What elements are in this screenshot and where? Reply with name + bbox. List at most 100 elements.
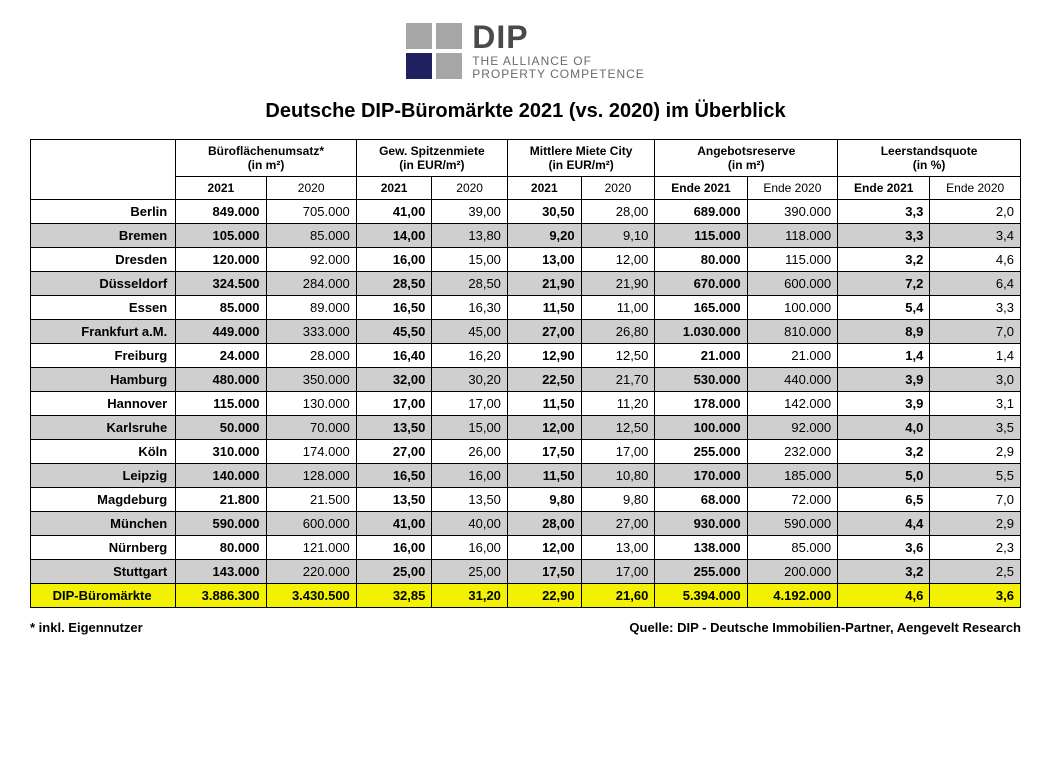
value-cell: 11,50 (507, 391, 581, 415)
value-cell: 72.000 (747, 487, 838, 511)
value-cell: 3,3 (930, 295, 1021, 319)
total-cell: 31,20 (432, 583, 508, 607)
value-cell: 480.000 (176, 367, 266, 391)
total-cell: 3.430.500 (266, 583, 356, 607)
value-cell: 3,2 (838, 439, 930, 463)
value-cell: 100.000 (655, 415, 747, 439)
year-g2b: 2020 (432, 176, 508, 199)
value-cell: 6,5 (838, 487, 930, 511)
value-cell: 9,80 (581, 487, 655, 511)
value-cell: 70.000 (266, 415, 356, 439)
value-cell: 28.000 (266, 343, 356, 367)
value-cell: 143.000 (176, 559, 266, 583)
value-cell: 350.000 (266, 367, 356, 391)
logo-text: DIP THE ALLIANCE OF PROPERTY COMPETENCE (472, 20, 645, 82)
value-cell: 11,50 (507, 463, 581, 487)
value-cell: 13,00 (507, 247, 581, 271)
value-cell: 3,9 (838, 391, 930, 415)
value-cell: 25,00 (356, 559, 432, 583)
value-cell: 45,50 (356, 319, 432, 343)
table-row: Essen85.00089.00016,5016,3011,5011,00165… (31, 295, 1021, 319)
total-cell: 3,6 (930, 583, 1021, 607)
table-row: Hannover115.000130.00017,0017,0011,5011,… (31, 391, 1021, 415)
value-cell: 17,00 (581, 439, 655, 463)
city-cell: Magdeburg (31, 487, 176, 511)
value-cell: 41,00 (356, 199, 432, 223)
value-cell: 80.000 (176, 535, 266, 559)
value-cell: 32,00 (356, 367, 432, 391)
city-cell: Hamburg (31, 367, 176, 391)
value-cell: 115.000 (747, 247, 838, 271)
value-cell: 3,5 (930, 415, 1021, 439)
value-cell: 689.000 (655, 199, 747, 223)
value-cell: 185.000 (747, 463, 838, 487)
col-group-2: Mittlere Miete City(in EUR/m²) (507, 139, 654, 176)
value-cell: 92.000 (747, 415, 838, 439)
value-cell: 13,50 (432, 487, 508, 511)
value-cell: 45,00 (432, 319, 508, 343)
total-cell: 32,85 (356, 583, 432, 607)
table-row: Hamburg480.000350.00032,0030,2022,5021,7… (31, 367, 1021, 391)
value-cell: 390.000 (747, 199, 838, 223)
value-cell: 13,50 (356, 487, 432, 511)
total-label: DIP-Büromärkte (31, 583, 176, 607)
table-row: Berlin849.000705.00041,0039,0030,5028,00… (31, 199, 1021, 223)
value-cell: 6,4 (930, 271, 1021, 295)
value-cell: 3,0 (930, 367, 1021, 391)
value-cell: 7,2 (838, 271, 930, 295)
total-row: DIP-Büromärkte3.886.3003.430.50032,8531,… (31, 583, 1021, 607)
value-cell: 16,00 (432, 535, 508, 559)
value-cell: 9,80 (507, 487, 581, 511)
table-row: Karlsruhe50.00070.00013,5015,0012,0012,5… (31, 415, 1021, 439)
table-row: Freiburg24.00028.00016,4016,2012,9012,50… (31, 343, 1021, 367)
value-cell: 13,80 (432, 223, 508, 247)
value-cell: 8,9 (838, 319, 930, 343)
col-group-3: Angebotsreserve(in m²) (655, 139, 838, 176)
value-cell: 849.000 (176, 199, 266, 223)
footnote-left: * inkl. Eigennutzer (30, 620, 143, 635)
value-cell: 120.000 (176, 247, 266, 271)
value-cell: 12,00 (507, 415, 581, 439)
value-cell: 165.000 (655, 295, 747, 319)
value-cell: 16,00 (356, 247, 432, 271)
value-cell: 28,50 (356, 271, 432, 295)
col-group-0: Büroflächenumsatz*(in m²) (176, 139, 357, 176)
value-cell: 121.000 (266, 535, 356, 559)
value-cell: 27,00 (356, 439, 432, 463)
value-cell: 200.000 (747, 559, 838, 583)
value-cell: 3,2 (838, 247, 930, 271)
total-cell: 4.192.000 (747, 583, 838, 607)
value-cell: 310.000 (176, 439, 266, 463)
value-cell: 12,00 (581, 247, 655, 271)
value-cell: 590.000 (176, 511, 266, 535)
value-cell: 2,9 (930, 511, 1021, 535)
value-cell: 128.000 (266, 463, 356, 487)
value-cell: 17,50 (507, 439, 581, 463)
year-g3b: 2020 (581, 176, 655, 199)
value-cell: 15,00 (432, 415, 508, 439)
value-cell: 178.000 (655, 391, 747, 415)
value-cell: 232.000 (747, 439, 838, 463)
value-cell: 10,80 (581, 463, 655, 487)
value-cell: 30,20 (432, 367, 508, 391)
value-cell: 21,90 (581, 271, 655, 295)
year-g5b: Ende 2020 (930, 176, 1021, 199)
col-group-1: Gew. Spitzenmiete(in EUR/m²) (356, 139, 507, 176)
value-cell: 40,00 (432, 511, 508, 535)
value-cell: 50.000 (176, 415, 266, 439)
value-cell: 68.000 (655, 487, 747, 511)
value-cell: 24.000 (176, 343, 266, 367)
city-cell: Dresden (31, 247, 176, 271)
year-g1b: 2020 (266, 176, 356, 199)
value-cell: 16,30 (432, 295, 508, 319)
total-cell: 3.886.300 (176, 583, 266, 607)
value-cell: 2,9 (930, 439, 1021, 463)
total-cell: 4,6 (838, 583, 930, 607)
value-cell: 142.000 (747, 391, 838, 415)
value-cell: 7,0 (930, 487, 1021, 511)
value-cell: 3,1 (930, 391, 1021, 415)
value-cell: 16,00 (356, 535, 432, 559)
value-cell: 80.000 (655, 247, 747, 271)
city-cell: Berlin (31, 199, 176, 223)
value-cell: 17,00 (356, 391, 432, 415)
